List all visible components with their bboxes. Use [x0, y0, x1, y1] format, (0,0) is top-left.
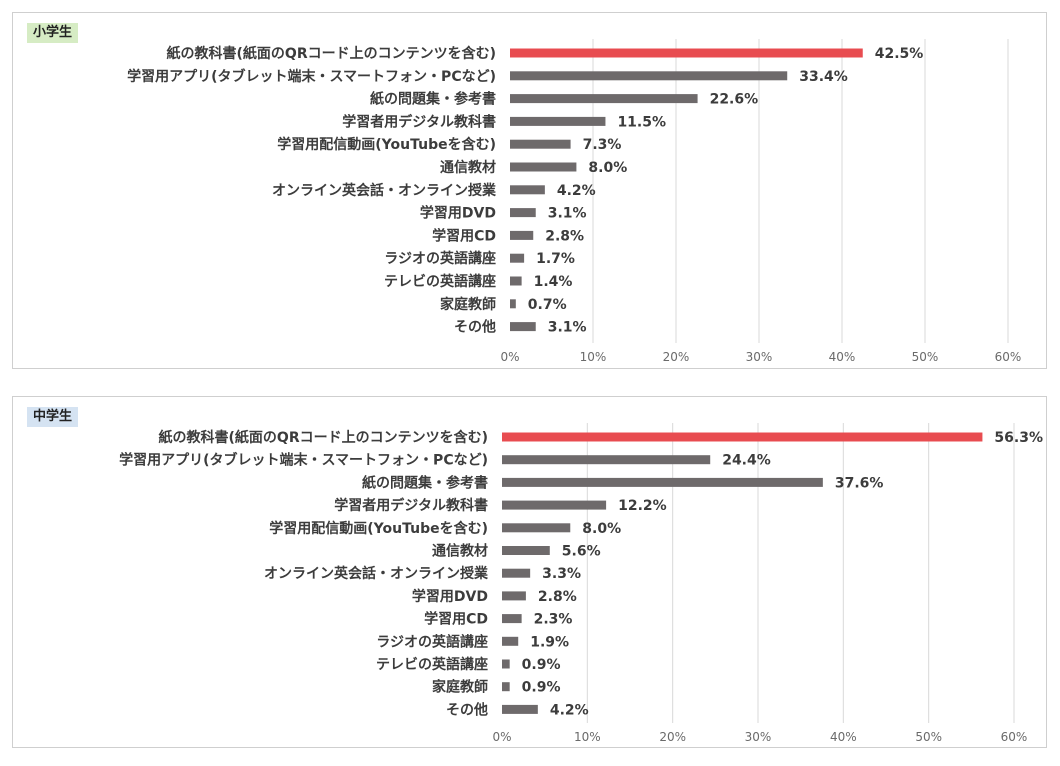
category-label: 学習用CD: [424, 611, 488, 628]
value-label: 5.6%: [562, 544, 601, 560]
value-label: 3.1%: [548, 206, 587, 222]
bar: [502, 659, 510, 669]
bar: [510, 322, 536, 332]
category-label: 紙の問題集・参考書: [370, 91, 496, 108]
x-tick-label: 20%: [659, 730, 686, 744]
bar: [502, 636, 519, 646]
category-label: 学習用配信動画(YouTubeを含む): [277, 136, 496, 153]
value-label: 2.8%: [545, 228, 584, 244]
category-label: 学習用DVD: [420, 205, 496, 222]
category-label: 紙の問題集・参考書: [362, 474, 488, 491]
category-label: テレビの英語講座: [384, 273, 496, 290]
bar: [510, 208, 536, 218]
value-label: 33.4%: [799, 69, 848, 85]
highlight-bar: [502, 432, 983, 442]
x-tick-label: 50%: [912, 350, 939, 364]
value-label: 24.4%: [722, 453, 771, 469]
category-label: 通信教材: [432, 543, 488, 560]
junior-high-chart-panel: 中学生 0% 10% 20% 30% 40% 50% 60% 紙の教科書(紙面のQRコード上の…: [12, 396, 1047, 748]
value-label: 56.3%: [994, 430, 1043, 446]
bar: [502, 682, 510, 692]
category-label: オンライン英会話・オンライン授業: [272, 182, 497, 199]
category-label: ラジオの英語講座: [384, 250, 496, 267]
value-label: 3.1%: [548, 320, 587, 336]
value-label: 0.7%: [528, 297, 567, 313]
value-label: 0.9%: [522, 680, 561, 696]
category-label: テレビの英語講座: [376, 656, 488, 673]
value-label: 0.9%: [522, 657, 561, 673]
x-tick-label: 40%: [830, 730, 857, 744]
bar: [502, 455, 711, 465]
value-label: 8.0%: [582, 521, 621, 537]
category-label: その他: [446, 701, 488, 718]
x-tick-label: 0%: [492, 730, 511, 744]
x-tick-label: 0%: [500, 350, 519, 364]
chart-title-junior-high: 中学生: [27, 407, 79, 427]
category-label: 学習用アプリ(タブレット端末・スマートフォン・PCなど): [119, 452, 488, 469]
bar: [510, 253, 525, 263]
value-label: 11.5%: [617, 114, 666, 130]
category-label: 学習用DVD: [412, 588, 488, 605]
category-label: 紙の教科書(紙面のQRコード上のコンテンツを含む): [167, 45, 496, 62]
category-label: 家庭教師: [440, 296, 496, 313]
x-tick-label: 10%: [580, 350, 607, 364]
bar: [510, 276, 522, 286]
bar: [510, 162, 577, 172]
value-label: 4.2%: [557, 183, 596, 199]
category-label: その他: [454, 319, 496, 336]
value-label: 4.2%: [550, 702, 589, 718]
bar: [510, 116, 606, 126]
value-label: 2.8%: [538, 589, 577, 605]
category-label: 家庭教師: [432, 679, 488, 696]
chart-title-elementary: 小学生: [27, 23, 79, 43]
value-label: 1.7%: [536, 251, 575, 267]
value-label: 37.6%: [835, 475, 884, 491]
value-label: 7.3%: [583, 137, 622, 153]
bar: [502, 614, 522, 624]
category-label: 学習用アプリ(タブレット端末・スマートフォン・PCなど): [127, 68, 496, 85]
bar: [502, 523, 571, 533]
category-label: 学習者用デジタル教科書: [334, 497, 488, 514]
value-label: 1.9%: [530, 634, 569, 650]
category-label: 紙の教科書(紙面のQRコード上のコンテンツを含む): [159, 429, 488, 446]
category-label: オンライン英会話・オンライン授業: [264, 565, 489, 582]
bar: [502, 704, 538, 714]
x-tick-label: 50%: [915, 730, 942, 744]
bar: [510, 71, 788, 81]
bar: [510, 139, 571, 149]
highlight-bar: [510, 48, 863, 58]
x-tick-label: 20%: [663, 350, 690, 364]
x-tick-label: 60%: [995, 350, 1022, 364]
value-label: 3.3%: [542, 566, 581, 582]
bar: [502, 568, 531, 578]
bar: [510, 94, 698, 104]
category-label: 学習者用デジタル教科書: [342, 113, 496, 130]
value-label: 2.3%: [534, 612, 573, 628]
bar: [510, 299, 516, 309]
value-label: 8.0%: [588, 160, 627, 176]
bar: [510, 230, 534, 240]
category-label: ラジオの英語講座: [376, 633, 488, 650]
x-tick-label: 40%: [829, 350, 856, 364]
x-tick-label: 60%: [1001, 730, 1028, 744]
value-label: 1.4%: [534, 274, 573, 290]
bar: [502, 500, 607, 510]
value-label: 42.5%: [875, 46, 924, 62]
elementary-bar-chart: 0% 10% 20% 30% 40% 50% 60% 紙の教科書(紙面のQRコード上のコンテン…: [127, 39, 1022, 364]
bar: [502, 591, 526, 601]
category-label: 学習用CD: [432, 227, 496, 244]
bar: [510, 185, 545, 195]
elementary-chart-panel: 小学生 0% 10% 20% 30% 40% 50% 60% 紙の教科書(紙面のQRコード上の…: [12, 12, 1047, 369]
x-tick-label: 30%: [746, 350, 773, 364]
x-tick-label: 30%: [745, 730, 772, 744]
bar: [502, 546, 550, 555]
category-label: 学習用配信動画(YouTubeを含む): [269, 520, 488, 537]
junior-high-bar-chart: 0% 10% 20% 30% 40% 50% 60% 紙の教科書(紙面のQRコード上のコンテン…: [119, 423, 1043, 744]
x-tick-label: 10%: [574, 730, 601, 744]
value-label: 22.6%: [710, 92, 759, 108]
category-label: 通信教材: [440, 159, 496, 176]
value-label: 12.2%: [618, 498, 667, 514]
bar: [502, 477, 823, 487]
